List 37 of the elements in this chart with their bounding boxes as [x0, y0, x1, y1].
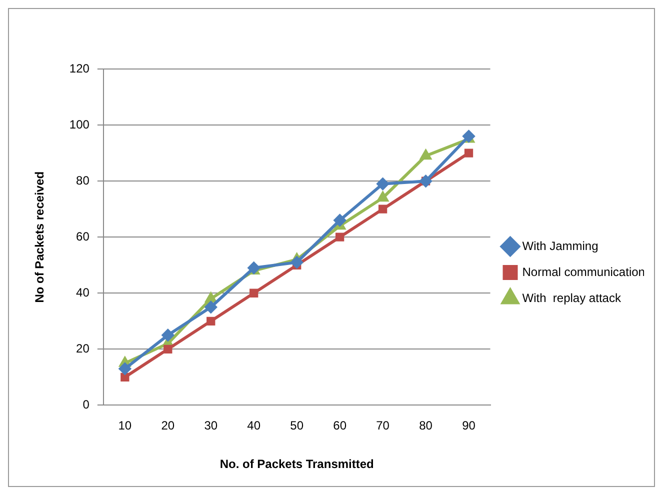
x-tick-label: 80 — [419, 418, 433, 433]
point — [120, 372, 130, 382]
y-axis-title: No of Packets received — [32, 171, 47, 303]
x-axis-title: No. of Packets Transmitted — [220, 457, 374, 472]
x-tick-label: 10 — [118, 418, 132, 433]
point — [164, 344, 172, 354]
point — [206, 316, 216, 326]
x-tick-label: 90 — [462, 418, 476, 433]
x-tick-label: 20 — [161, 418, 175, 433]
point — [378, 204, 388, 214]
point — [377, 192, 388, 202]
point — [464, 148, 474, 158]
legend-label: With replay attack — [522, 290, 622, 305]
point — [420, 150, 432, 160]
y-tick-label: 60 — [76, 229, 90, 244]
x-tick-label: 50 — [290, 418, 304, 433]
point — [205, 292, 216, 302]
y-tick-label: 20 — [76, 341, 90, 356]
x-tick-label: 30 — [204, 418, 218, 433]
point — [250, 288, 258, 298]
x-tick-label: 40 — [247, 418, 261, 433]
point — [334, 214, 346, 226]
point — [162, 329, 174, 342]
y-tick-label: 80 — [76, 173, 90, 188]
point — [204, 301, 217, 314]
y-tick-label: 40 — [76, 285, 90, 300]
point — [335, 232, 344, 242]
point — [376, 178, 389, 190]
legend-label: With Jamming — [522, 238, 598, 253]
point — [290, 256, 303, 268]
y-tick-label: 120 — [69, 61, 90, 76]
y-tick-label: 0 — [82, 398, 90, 412]
y-tick-label: 100 — [69, 117, 90, 132]
x-tick-label: 60 — [333, 418, 347, 433]
point — [118, 362, 131, 375]
x-tick-label: 70 — [376, 418, 390, 433]
legend-label: Normal communication — [522, 264, 645, 279]
